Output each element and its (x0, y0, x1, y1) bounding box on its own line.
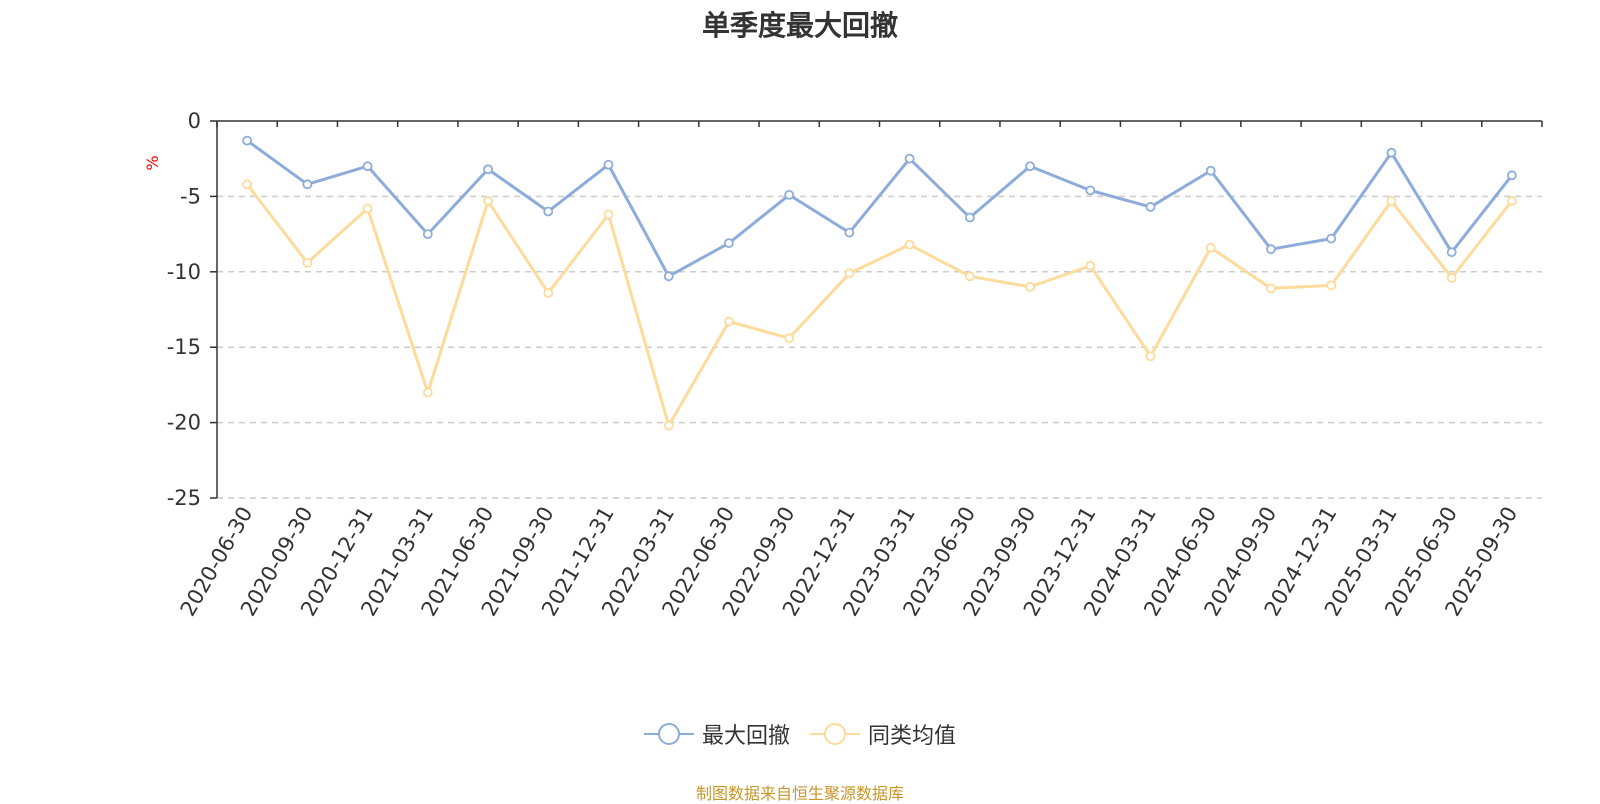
data-point[interactable] (1386, 147, 1397, 158)
data-point[interactable] (242, 135, 253, 146)
data-point[interactable] (1266, 244, 1276, 255)
data-point[interactable] (1085, 185, 1096, 196)
legend-label: 最大回撤 (701, 724, 790, 749)
data-point[interactable] (422, 229, 433, 240)
legend-line-circle-icon (810, 723, 860, 745)
data-point[interactable] (362, 203, 373, 214)
axes (210, 120, 1543, 499)
data-point[interactable] (603, 209, 614, 220)
data-point[interactable] (603, 159, 614, 170)
data-point[interactable] (904, 239, 915, 250)
data-point[interactable] (844, 268, 855, 279)
y-tick-label: -10 (167, 260, 201, 284)
data-point[interactable] (362, 161, 373, 172)
data-point[interactable] (1085, 260, 1096, 271)
series-line-1 (245, 183, 1514, 428)
data-point[interactable] (1386, 196, 1397, 206)
data-point[interactable] (663, 271, 674, 282)
series-line-0 (246, 139, 1514, 278)
y-tick-label: 0 (188, 109, 201, 133)
data-point[interactable] (724, 238, 734, 249)
series-lines (242, 135, 1517, 431)
y-tick-label: -25 (167, 486, 201, 510)
data-point[interactable] (483, 196, 493, 206)
data-point[interactable] (1446, 247, 1457, 258)
data-point[interactable] (904, 153, 915, 164)
data-point[interactable] (663, 420, 674, 431)
data-point[interactable] (1025, 281, 1035, 292)
y-unit-label: % (143, 155, 162, 170)
data-point[interactable] (242, 179, 253, 190)
data-point[interactable] (844, 227, 855, 238)
data-point[interactable] (302, 257, 313, 268)
chart-title: 单季度最大回撤 (701, 9, 898, 42)
data-point[interactable] (422, 387, 433, 398)
y-tick-label: -20 (167, 411, 201, 435)
data-point[interactable] (1205, 242, 1216, 253)
y-tick-label: -5 (180, 184, 201, 208)
legend: 最大回撤 同类均值 (0, 718, 1600, 750)
axis-labels: 0-5-10-15-20-25%2020-06-302020-09-302020… (143, 109, 1522, 620)
data-point[interactable] (1326, 280, 1337, 291)
data-point[interactable] (784, 189, 795, 200)
data-point[interactable] (1145, 351, 1156, 362)
data-point[interactable] (302, 179, 313, 190)
data-point[interactable] (964, 212, 975, 223)
legend-line-circle-icon (643, 723, 694, 745)
data-point[interactable] (1025, 161, 1035, 172)
legend-label: 同类均值 (868, 724, 957, 749)
data-point[interactable] (483, 164, 493, 175)
data-point[interactable] (784, 333, 795, 344)
data-point[interactable] (1506, 196, 1517, 206)
data-point[interactable] (1326, 233, 1337, 244)
data-point[interactable] (964, 271, 975, 282)
y-tick-label: -15 (167, 335, 201, 359)
source-note: 制图数据来自恒生聚源数据库 (695, 784, 904, 803)
legend-item-peer-average[interactable]: 同类均值 (810, 718, 956, 750)
data-point[interactable] (543, 288, 554, 298)
data-point[interactable] (1506, 170, 1517, 181)
legend-item-max-drawdown[interactable]: 最大回撤 (643, 718, 790, 750)
data-point[interactable] (1446, 272, 1457, 283)
data-point[interactable] (543, 206, 554, 217)
data-point[interactable] (724, 316, 734, 327)
data-point[interactable] (1145, 202, 1156, 212)
data-point[interactable] (1266, 283, 1276, 294)
grid-lines (217, 195, 1542, 499)
data-point[interactable] (1205, 165, 1216, 176)
